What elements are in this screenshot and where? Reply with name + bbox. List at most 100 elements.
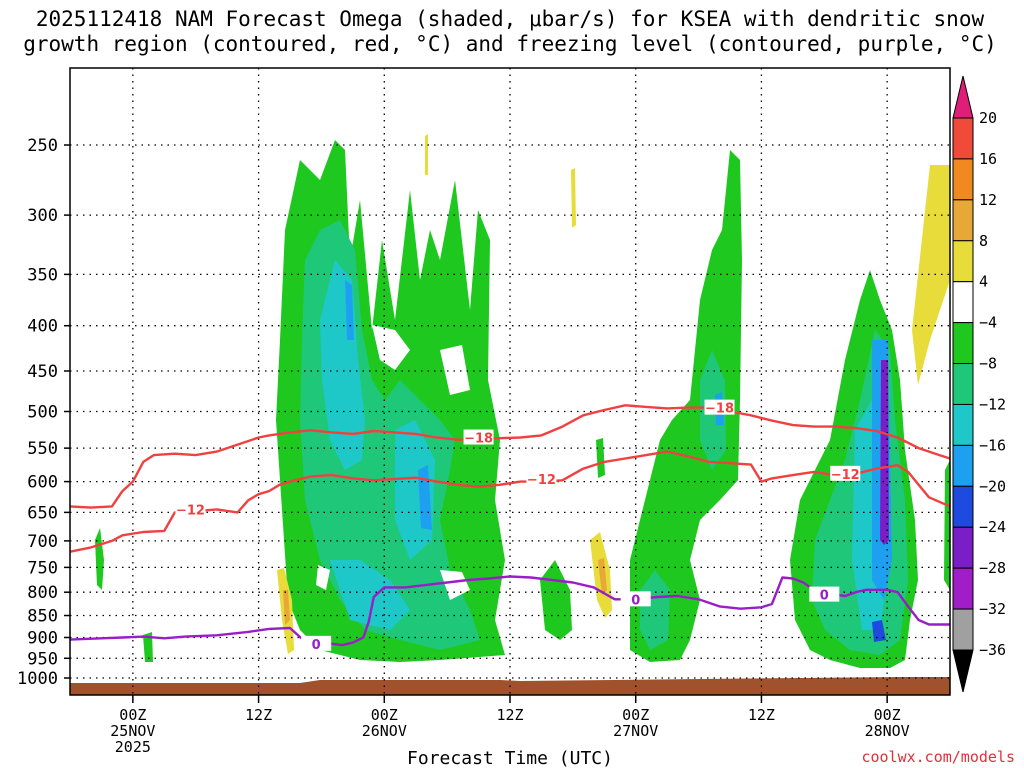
colorbar-label-5: −4 [979,314,997,332]
y-tick-label-850: 850 [27,607,58,627]
y-tick-label-500: 500 [27,403,58,423]
contour-label-2-0: 0 [312,638,321,653]
contour-label-bg-0-1 [526,471,557,487]
x-tick-label-2: 00Z [371,706,398,724]
omega-region-orange-1 [283,590,290,625]
x-tick-year-0: 2025 [115,738,151,756]
colorbar-band-11 [952,567,974,610]
omega-region-green-7 [596,438,605,478]
contour-lines: −12 −12 −12 −18 −18 0 0 0 [70,399,950,653]
colorbar-label-2: 12 [979,191,997,209]
omega-region-teal-4 [640,570,670,650]
y-tick-label-750: 750 [27,558,58,578]
y-tick-label-450: 450 [27,362,58,382]
x-tick-label-0: 00Z [119,706,146,724]
contour-line-0 [70,450,950,553]
colorbar-bottom-arrow [952,649,974,693]
x-tick-date-2: 26NOV [362,722,407,740]
x-tick-date-6: 28NOV [865,722,910,740]
omega-region-orange-2 [598,558,607,595]
omega-gap-1 [372,325,410,370]
gridlines [70,68,950,695]
y-tick-label-400: 400 [27,317,58,337]
contour-label-0-2: −12 [831,468,860,483]
x-tick-label-4: 00Z [622,706,649,724]
colorbar-label-12: −32 [979,600,1006,618]
colorbar-band-12 [952,608,974,651]
y-tick-label-550: 550 [27,439,58,459]
contour-label-0-0: −12 [176,503,205,518]
omega-region-green-8 [944,460,950,590]
colorbar-label-4: 4 [979,273,988,291]
colorbar-band-1 [952,158,974,201]
x-tick-label-1: 12Z [245,706,272,724]
y-tick-label-800: 800 [27,583,58,603]
y-tick-label-650: 650 [27,503,58,523]
contour-label-1-0: −18 [464,432,493,447]
x-tick-label-5: 12Z [748,706,775,724]
colorbar-band-8 [952,444,974,487]
x-tick-label-3: 12Z [496,706,523,724]
y-tick-label-600: 600 [27,473,58,493]
x-tick-date-0: 25NOV [110,722,155,740]
x-axis-label: Forecast Time (UTC) [407,748,613,768]
colorbar-band-7 [952,403,974,446]
contour-label-bg-2-1 [620,591,651,607]
omega-gap-2 [440,345,470,395]
contour-label-bg-2-0 [301,635,332,651]
colorbar-label-13: −36 [979,641,1006,659]
contour-label-1-1: −18 [705,402,734,417]
y-tick-label-700: 700 [27,532,58,552]
contour-label-bg-1-1 [704,399,735,415]
credit-text[interactable]: coolwx.com/models [861,748,1015,766]
colorbar-label-3: 8 [979,232,988,250]
omega-region-green-6 [143,632,153,662]
chart-title-line2: growth region (contoured, red, °C) and f… [23,32,997,56]
colorbar: 20 16 12 8 4 −4 −8 −12 −16 −20 −24 −28 −32 −36 [952,75,1006,693]
colorbar-band-3 [952,240,974,283]
omega-shading [95,134,950,668]
colorbar-label-9: −20 [979,477,1006,495]
contour-label-0-1: −12 [527,473,556,488]
colorbar-band-0 [952,117,974,160]
omega-region-blue-1 [345,280,354,340]
x-tick-date-4: 27NOV [613,722,658,740]
y-axis-ticks: 250 300 350 400 450 500 550 600 650 700 750 800 8509… [17,136,70,689]
contour-label-bg-1-0 [463,429,494,445]
omega-region-cyan-1 [320,260,365,470]
colorbar-label-1: 16 [979,150,997,168]
colorbar-band-5 [952,322,974,365]
omega-region-green-2 [630,150,742,662]
chart-title-line1: 2025112418 NAM Forecast Omega (shaded, μ… [36,7,985,31]
colorbar-band-10 [952,526,974,569]
colorbar-label-8: −16 [979,436,1006,454]
colorbar-label-6: −8 [979,355,997,373]
y-tick-label-1000: 1000 [17,669,58,689]
colorbar-band-9 [952,485,974,528]
contour-label-2-2: 0 [820,589,829,604]
contour-label-bg-0-2 [830,465,861,481]
y-tick-label-250: 250 [27,136,58,156]
colorbar-label-10: −24 [979,518,1006,536]
colorbar-band-2 [952,199,974,242]
colorbar-label-0: 20 [979,109,997,127]
contour-label-bg-0-0 [175,501,206,517]
omega-region-yellow-1 [912,165,950,385]
colorbar-band-4 [952,281,974,324]
x-tick-label-6: 00Z [874,706,901,724]
colorbar-band-6 [952,363,974,405]
omega-region-yellow-5 [425,134,428,175]
omega-region-cyan-4 [330,560,410,630]
y-tick-label-300: 300 [27,206,58,226]
colorbar-label-11: −28 [979,559,1006,577]
omega-region-blue-5 [872,620,886,642]
y-tick-label-350: 350 [27,265,58,285]
colorbar-label-7: −12 [979,395,1006,413]
contour-label-2-1: 0 [631,593,640,608]
omega-region-yellow-4 [571,168,576,228]
y-tick-label-900: 900 [27,628,58,648]
contour-label-bg-2-2 [809,586,840,602]
omega-gap-4 [316,565,330,590]
